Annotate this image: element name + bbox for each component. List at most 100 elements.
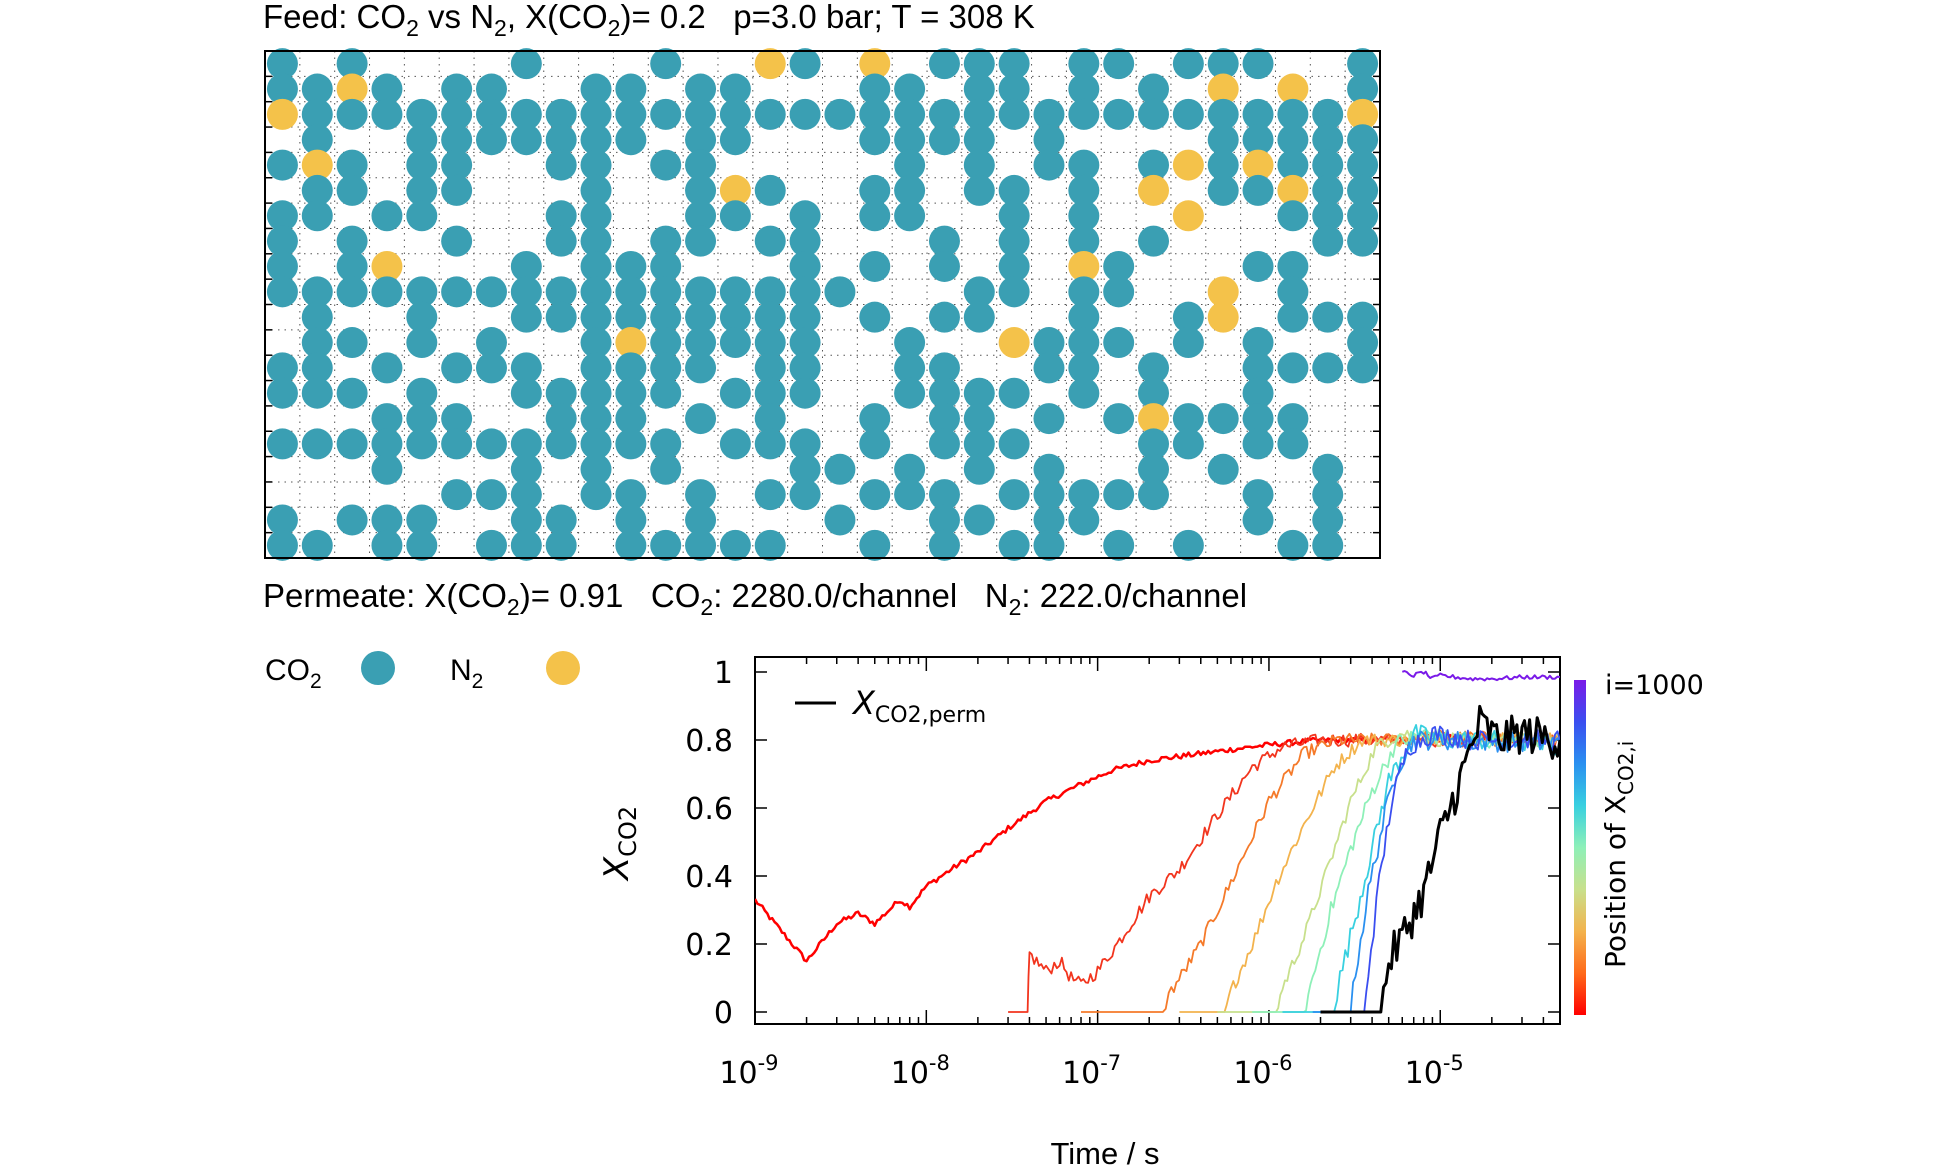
co2-molecule: [1242, 48, 1274, 80]
n2-molecule: [301, 149, 333, 181]
co2-molecule: [1242, 352, 1274, 384]
co2-molecule: [1277, 428, 1309, 460]
co2-molecule: [1347, 124, 1379, 156]
co2-molecule: [1033, 352, 1065, 384]
co2-molecule: [580, 352, 612, 384]
co2-molecule: [1312, 98, 1344, 130]
co2-molecule: [441, 149, 473, 181]
co2-molecule: [371, 529, 403, 561]
co2-molecule: [963, 377, 995, 409]
co2-molecule: [754, 529, 786, 561]
co2-molecule: [1172, 428, 1204, 460]
co2-molecule: [963, 428, 995, 460]
co2-molecule: [894, 453, 926, 485]
co2-molecule: [1312, 149, 1344, 181]
co2-molecule: [545, 428, 577, 460]
lattice-frame: [264, 50, 1381, 559]
co2-molecule: [441, 174, 473, 206]
co2-molecule: [963, 48, 995, 80]
co2-molecule: [998, 174, 1030, 206]
co2-molecule: [510, 48, 542, 80]
co2-molecule: [510, 301, 542, 333]
co2-molecule: [685, 529, 717, 561]
co2-molecule: [580, 73, 612, 105]
co2-molecule: [1312, 200, 1344, 232]
colorbar: [1574, 680, 1586, 1015]
series-line-perm: [1320, 704, 1560, 1014]
co2-molecule: [441, 225, 473, 257]
co2-molecule: [894, 174, 926, 206]
co2-molecule: [1347, 174, 1379, 206]
co2-molecule: [266, 149, 298, 181]
co2-molecule: [1103, 327, 1135, 359]
co2-molecule: [336, 225, 368, 257]
co2-molecule: [1103, 403, 1135, 435]
co2-molecule: [650, 352, 682, 384]
co2-molecule: [301, 174, 333, 206]
co2-molecule: [859, 124, 891, 156]
co2-molecule: [928, 48, 960, 80]
co2-molecule: [1033, 529, 1065, 561]
co2-molecule: [650, 529, 682, 561]
co2-molecule: [510, 124, 542, 156]
co2-molecule: [685, 276, 717, 308]
co2-molecule: [406, 403, 438, 435]
co2-molecule: [1068, 73, 1100, 105]
co2-molecule: [928, 403, 960, 435]
n2-molecule: [1138, 403, 1170, 435]
co2-molecule: [998, 529, 1030, 561]
co2-molecule: [894, 124, 926, 156]
co2-molecule: [859, 98, 891, 130]
co2-molecule: [510, 352, 542, 384]
co2-molecule: [789, 352, 821, 384]
co2-molecule: [859, 73, 891, 105]
co2-molecule: [1277, 200, 1309, 232]
co2-molecule: [510, 276, 542, 308]
co2-molecule: [1138, 225, 1170, 257]
co2-molecule: [754, 301, 786, 333]
y-tick-label: 0.8: [685, 724, 733, 759]
n2-molecule: [266, 98, 298, 130]
legend-co2-marker: [361, 651, 395, 685]
co2-molecule: [266, 529, 298, 561]
co2-molecule: [963, 453, 995, 485]
co2-molecule: [336, 504, 368, 536]
co2-molecule: [1242, 377, 1274, 409]
co2-molecule: [998, 225, 1030, 257]
co2-molecule: [824, 453, 856, 485]
co2-molecule: [719, 301, 751, 333]
co2-molecule: [998, 200, 1030, 232]
co2-molecule: [615, 124, 647, 156]
co2-molecule: [475, 479, 507, 511]
co2-molecule: [475, 98, 507, 130]
co2-molecule: [789, 453, 821, 485]
co2-molecule: [685, 327, 717, 359]
co2-molecule: [650, 428, 682, 460]
co2-molecule: [1277, 352, 1309, 384]
co2-molecule: [894, 327, 926, 359]
co2-molecule: [789, 200, 821, 232]
co2-molecule: [301, 98, 333, 130]
co2-molecule: [336, 250, 368, 282]
n2-molecule: [1242, 149, 1274, 181]
co2-molecule: [789, 377, 821, 409]
co2-molecule: [510, 529, 542, 561]
co2-molecule: [371, 73, 403, 105]
co2-molecule: [371, 276, 403, 308]
co2-molecule: [1242, 428, 1274, 460]
co2-molecule: [441, 479, 473, 511]
co2-molecule: [1103, 529, 1135, 561]
co2-molecule: [928, 250, 960, 282]
co2-molecule: [685, 149, 717, 181]
co2-molecule: [859, 200, 891, 232]
co2-molecule: [894, 352, 926, 384]
co2-molecule: [545, 149, 577, 181]
co2-molecule: [928, 98, 960, 130]
co2-molecule: [266, 200, 298, 232]
co2-molecule: [441, 428, 473, 460]
co2-molecule: [754, 276, 786, 308]
co2-molecule: [510, 377, 542, 409]
co2-molecule: [580, 124, 612, 156]
co2-molecule: [580, 174, 612, 206]
co2-molecule: [301, 73, 333, 105]
